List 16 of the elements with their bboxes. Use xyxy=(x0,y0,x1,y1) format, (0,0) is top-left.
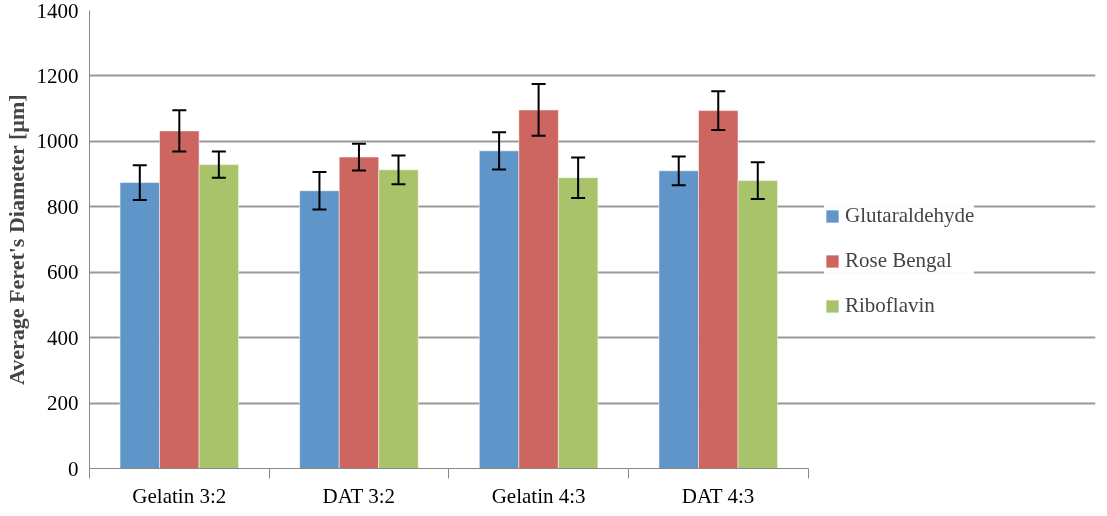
y-tick-label: 400 xyxy=(47,325,79,350)
y-tick-label: 200 xyxy=(47,391,79,416)
y-tick-label: 1200 xyxy=(36,63,79,88)
y-tick-label: 1000 xyxy=(36,129,79,154)
y-axis-title: Average Feret's Diameter [µm] xyxy=(3,94,29,385)
x-tick-label: DAT 3:2 xyxy=(322,483,396,508)
y-tick-label: 0 xyxy=(68,456,79,481)
y-tick-label: 600 xyxy=(47,260,79,285)
legend-label: Rose Bengal xyxy=(845,248,952,273)
y-tick-label: 1400 xyxy=(36,0,79,23)
x-tick-label: Gelatin 4:3 xyxy=(491,483,586,508)
legend-label: Riboflavin xyxy=(845,293,935,318)
legend-label: Glutaraldehyde xyxy=(845,203,975,228)
x-tick-label: Gelatin 3:2 xyxy=(132,483,227,508)
x-tick-label: DAT 4:3 xyxy=(681,483,755,508)
y-tick-label: 800 xyxy=(47,194,79,219)
